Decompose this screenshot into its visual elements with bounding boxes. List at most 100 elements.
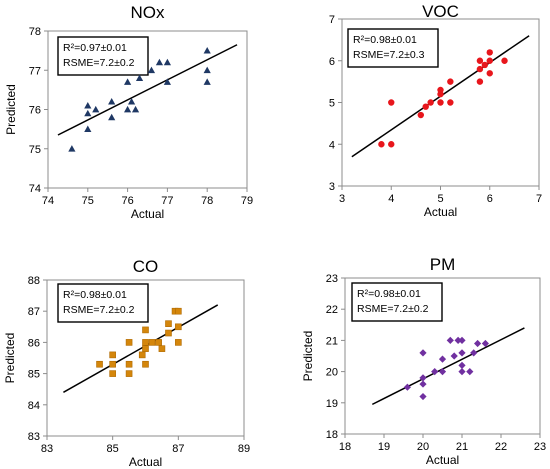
data-point [486, 70, 493, 77]
y-axis-label: Predicted [3, 333, 17, 384]
data-point [476, 57, 484, 64]
y-tick-label: 74 [29, 183, 41, 195]
data-point [437, 99, 444, 106]
y-tick-label: 19 [326, 398, 338, 410]
x-tick-label: 74 [42, 195, 54, 207]
data-point [476, 78, 484, 85]
data-point [127, 98, 136, 105]
x-tick-label: 6 [487, 193, 493, 205]
data-point [419, 349, 427, 357]
data-point [419, 374, 427, 382]
y-tick-label: 23 [326, 273, 338, 285]
data-point [109, 370, 116, 377]
data-point [163, 58, 171, 66]
rsme-label: RSME=7.2±0.2 [357, 303, 429, 315]
data-point [125, 339, 133, 346]
data-point [454, 336, 462, 344]
data-point [175, 339, 182, 346]
data-point [476, 65, 484, 73]
x-axis-label: Actual [424, 205, 457, 219]
trend-line [63, 304, 219, 393]
data-point [142, 339, 149, 346]
y-tick-label: 4 [329, 139, 335, 151]
stats-box [57, 283, 149, 323]
data-point [450, 352, 458, 360]
data-point [466, 368, 474, 376]
rsme-label: RSME=7.2±0.3 [353, 49, 425, 61]
trend-line [371, 327, 525, 406]
x-axis-label: Actual [129, 455, 162, 469]
x-tick-label: 21 [456, 441, 468, 453]
rsme-label: RSME=7.2±0.2 [63, 57, 135, 69]
x-tick-label: 22 [495, 441, 507, 453]
y-axis-label: Predicted [4, 84, 18, 135]
x-tick-label: 7 [536, 193, 542, 205]
panel-nox: NOx 74 75 76 77 78 79 74 75 76 77 78 Actual Predicted… [4, 3, 253, 221]
panel-pm: PM 18 19 20 21 22 23 18 19 20 21 22 23 Actual Predicte… [301, 255, 546, 467]
data-point [447, 99, 454, 106]
y-tick-label: 6 [329, 56, 335, 68]
y-tick-label: 87 [28, 306, 40, 318]
data-point [474, 339, 482, 348]
panel-title: CO [133, 257, 159, 276]
r-squared-label: R²=0.98±0.01 [357, 288, 421, 300]
data-point [203, 78, 211, 85]
data-point [486, 57, 493, 64]
data-point [437, 86, 444, 94]
trend-line [57, 44, 238, 136]
data-point [165, 320, 172, 327]
x-axis-label: Actual [131, 207, 164, 221]
data-point [403, 383, 411, 391]
data-point [163, 78, 171, 85]
data-point [438, 355, 447, 363]
data-point [138, 351, 146, 359]
data-point [447, 78, 454, 85]
y-tick-label: 85 [28, 369, 40, 381]
x-tick-label: 77 [161, 195, 173, 207]
data-point [142, 360, 149, 368]
y-tick-label: 20 [326, 367, 338, 379]
data-point [486, 49, 493, 56]
x-tick-label: 23 [534, 441, 546, 453]
y-tick-label: 84 [28, 400, 40, 412]
data-point [124, 105, 132, 113]
x-axis-label: Actual [426, 453, 459, 467]
r-squared-label: R²=0.98±0.01 [63, 289, 127, 301]
x-tick-label: 78 [201, 195, 213, 207]
stats-box [347, 28, 439, 68]
data-point [427, 99, 434, 106]
data-point [125, 370, 133, 377]
r-squared-label: R²=0.98±0.01 [353, 34, 417, 46]
data-point [84, 125, 92, 133]
data-point [458, 336, 466, 344]
y-tick-label: 18 [326, 429, 338, 441]
data-point [175, 323, 182, 331]
data-point [378, 141, 385, 148]
data-point [481, 61, 489, 69]
data-point [158, 345, 166, 352]
data-point [108, 113, 116, 121]
data-point [419, 380, 427, 388]
x-tick-label: 5 [437, 193, 443, 205]
data-point [109, 351, 116, 359]
y-tick-label: 22 [326, 304, 338, 316]
y-tick-label: 88 [28, 275, 40, 287]
data-point [96, 360, 103, 368]
x-tick-label: 83 [41, 443, 53, 455]
data-point [446, 336, 454, 344]
panel-voc: VOC 3 4 5 6 7 3 4 5 6 7 Actual R²=0.98±0.01 RSME=7.2±… [329, 2, 542, 219]
data-point [458, 349, 466, 357]
x-tick-label: 87 [172, 443, 184, 455]
x-tick-label: 85 [107, 443, 119, 455]
data-point [481, 339, 489, 348]
x-tick-label: 76 [121, 195, 133, 207]
data-point [148, 339, 156, 346]
plot-frame [46, 279, 245, 437]
data-point [142, 345, 149, 352]
data-point [108, 98, 116, 105]
data-point [470, 349, 478, 357]
data-point [84, 109, 92, 117]
x-tick-label: 20 [417, 441, 429, 453]
y-tick-label: 77 [29, 65, 41, 77]
x-tick-label: 18 [339, 441, 351, 453]
